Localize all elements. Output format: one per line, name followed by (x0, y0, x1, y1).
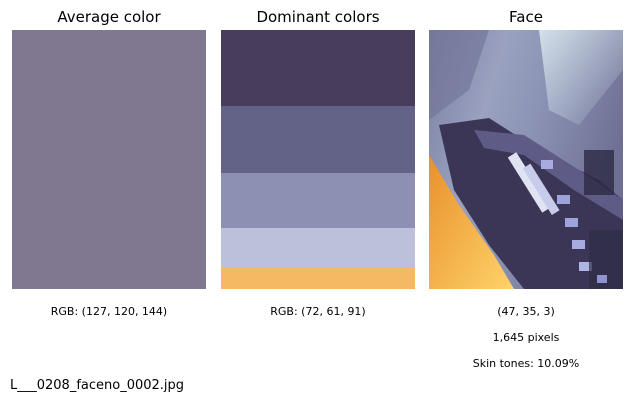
image-filename: L___0208_faceno_0002.jpg (10, 378, 185, 393)
skin-tones-percentage: Skin tones: 10.09% (472, 357, 580, 370)
face-title: Face (509, 8, 543, 26)
average-color-swatch (12, 30, 206, 289)
dominant-colors-title: Dominant colors (256, 8, 380, 26)
dominant-color-stripe-1 (221, 30, 415, 106)
face-crop-graphic (429, 30, 623, 289)
face-pixel-count: 1,645 pixels (492, 331, 560, 344)
face-crop-image (429, 30, 623, 289)
dominant-color-stripe-5 (221, 267, 415, 289)
dominant-color-stripe-4 (221, 228, 415, 267)
average-color-title: Average color (57, 8, 161, 26)
face-color-caption: (47, 35, 3) (497, 305, 555, 318)
dominant-color-stripe-2 (221, 106, 415, 173)
average-color-rgb-caption: RGB: (127, 120, 144) (50, 305, 168, 318)
dominant-color-stripe-3 (221, 173, 415, 228)
dominant-color-rgb-caption: RGB: (72, 61, 91) (270, 305, 366, 318)
dominant-colors-palette (221, 30, 415, 289)
